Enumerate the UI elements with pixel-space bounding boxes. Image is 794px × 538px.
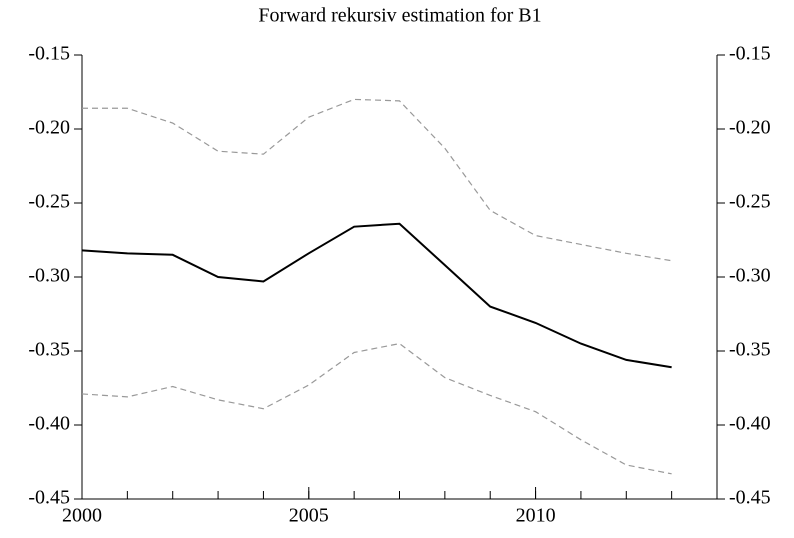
x-tick-label: 2005 — [289, 505, 329, 527]
series-line — [81, 222, 672, 369]
series-line — [82, 98, 672, 262]
y2-tick-label: -0.45 — [729, 487, 771, 509]
y2-tick-label: -0.35 — [729, 339, 771, 361]
y-tick-label: -0.15 — [28, 43, 70, 65]
y2-tick-label: -0.40 — [729, 413, 771, 435]
y2-tick-label: -0.20 — [729, 117, 771, 139]
y-tick-label: -0.30 — [28, 265, 70, 287]
y-tick-label: -0.40 — [28, 413, 70, 435]
y-tick-label: -0.20 — [28, 117, 70, 139]
x-tick-label: 2010 — [516, 505, 556, 527]
series-line — [81, 342, 672, 475]
y-tick-label: -0.35 — [28, 339, 70, 361]
y2-tick-label: -0.30 — [729, 265, 771, 287]
y2-tick-label: -0.15 — [729, 43, 771, 65]
y2-tick-label: -0.25 — [729, 191, 771, 213]
y-tick-label: -0.25 — [28, 191, 70, 213]
y-tick-label: -0.45 — [28, 487, 70, 509]
x-tick-label: 2000 — [62, 505, 102, 527]
axes — [81, 55, 718, 500]
chart-title: Forward rekursiv estimation for B1 — [258, 5, 541, 27]
